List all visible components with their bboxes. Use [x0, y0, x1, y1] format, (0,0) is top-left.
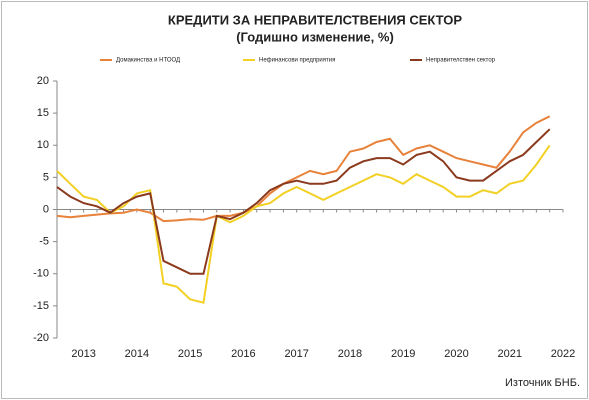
y-tick-label: 5 — [43, 171, 49, 183]
series-line — [56, 128, 551, 275]
legend-label: Нефинансови предприятия — [259, 58, 335, 64]
x-tick-label: 2021 — [497, 348, 521, 360]
y-tick-label: 10 — [37, 139, 49, 151]
x-tick-label: 2014 — [125, 348, 149, 360]
y-tick-label: -15 — [33, 300, 49, 312]
x-tick-label: 2022 — [551, 348, 575, 360]
y-tick-label: 20 — [37, 75, 49, 87]
series-line — [56, 144, 551, 304]
y-tick-label: 0 — [43, 203, 49, 215]
legend-label: Домакинства и НТООД — [116, 58, 180, 64]
x-tick-label: 2016 — [231, 348, 255, 360]
x-tick-label: 2013 — [71, 348, 95, 360]
source: Източник БНБ. — [505, 377, 580, 389]
y-tick-label: -5 — [39, 236, 49, 248]
x-tick-label: 2019 — [391, 348, 415, 360]
chart-title: КРЕДИТИ ЗА НЕПРАВИТЕЛСТВЕНИЯ СЕКТОР — [168, 12, 463, 27]
y-tick-label: -20 — [33, 332, 49, 344]
y-tick-label: -10 — [33, 268, 49, 280]
x-tick-label: 2020 — [444, 348, 468, 360]
x-tick-label: 2018 — [338, 348, 362, 360]
y-tick-label: 15 — [37, 107, 49, 119]
chart-subtitle: (Годишно изменение, %) — [236, 29, 394, 44]
legend-label: Неправителствен сектор — [426, 58, 496, 64]
x-tick-label: 2015 — [178, 348, 202, 360]
x-tick-label: 2017 — [284, 348, 308, 360]
series-line — [56, 115, 551, 223]
